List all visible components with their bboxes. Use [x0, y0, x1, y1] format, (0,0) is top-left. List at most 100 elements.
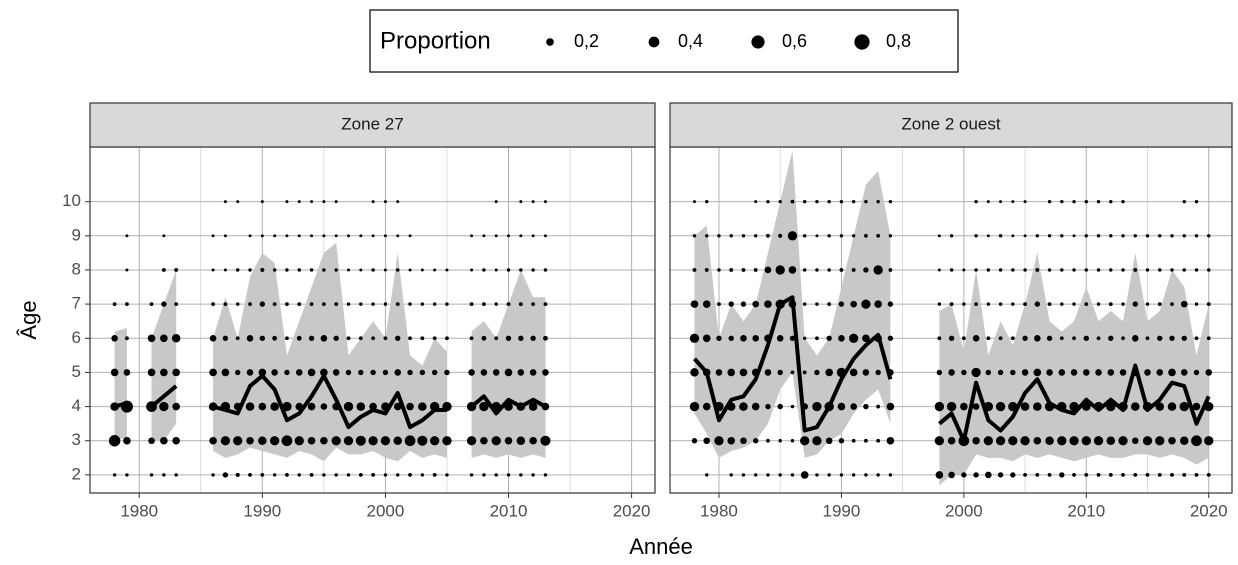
point	[985, 369, 992, 376]
point	[1046, 335, 1053, 341]
point	[507, 234, 510, 238]
point	[827, 268, 831, 272]
point	[235, 472, 240, 477]
y-tick-label: 9	[72, 225, 81, 244]
y-tick-label: 5	[72, 362, 81, 381]
point	[322, 234, 326, 238]
point	[1132, 301, 1138, 307]
point	[1170, 234, 1174, 238]
point	[282, 401, 292, 412]
point	[986, 336, 991, 341]
point	[111, 334, 118, 342]
point	[346, 473, 351, 477]
point	[1182, 199, 1186, 204]
point	[1145, 234, 1150, 238]
point	[125, 302, 129, 307]
point	[494, 473, 498, 477]
point	[1119, 369, 1127, 376]
point	[245, 402, 255, 411]
point	[272, 473, 277, 477]
point	[851, 473, 856, 477]
point	[997, 369, 1004, 376]
point	[1072, 302, 1076, 306]
point	[347, 234, 350, 238]
point	[297, 234, 301, 238]
point	[705, 473, 709, 477]
point	[948, 471, 955, 479]
point	[1034, 301, 1041, 307]
point	[949, 268, 954, 272]
point	[1206, 302, 1211, 307]
point	[147, 368, 156, 377]
point	[1070, 369, 1078, 376]
point	[1133, 268, 1138, 272]
point	[876, 199, 880, 204]
point	[516, 436, 526, 445]
point	[850, 300, 857, 308]
point	[1131, 402, 1140, 411]
point	[380, 436, 391, 446]
point	[1155, 436, 1165, 446]
point	[1168, 368, 1176, 377]
point	[705, 199, 709, 204]
point	[1058, 369, 1066, 376]
point	[753, 268, 758, 272]
point	[790, 473, 795, 477]
point	[1093, 436, 1104, 446]
point	[334, 302, 339, 307]
point	[543, 234, 547, 238]
point	[259, 301, 266, 307]
point	[727, 436, 736, 445]
point	[1182, 472, 1187, 477]
point	[407, 369, 413, 376]
point	[543, 335, 548, 341]
point	[494, 268, 498, 272]
point	[518, 335, 524, 341]
point	[371, 200, 375, 204]
point	[765, 403, 771, 410]
point	[445, 302, 449, 306]
point	[468, 369, 475, 376]
point	[518, 302, 523, 307]
point	[998, 268, 1003, 272]
x-tick-label: 2020	[1190, 501, 1228, 520]
point	[838, 438, 845, 444]
point	[1194, 302, 1199, 306]
point	[285, 268, 289, 272]
y-tick-label: 8	[72, 259, 81, 278]
point	[960, 402, 968, 411]
point	[689, 333, 700, 343]
point	[998, 302, 1003, 306]
x-tick-label: 1990	[823, 501, 861, 520]
point	[1096, 234, 1101, 238]
point	[235, 369, 241, 376]
point	[1194, 199, 1199, 204]
point	[331, 436, 341, 446]
point	[874, 300, 882, 308]
point	[1045, 436, 1054, 445]
point	[383, 268, 387, 272]
point	[974, 234, 978, 238]
point	[876, 473, 880, 477]
point	[271, 369, 278, 376]
point	[1033, 402, 1042, 411]
point	[741, 234, 746, 238]
point	[888, 234, 893, 238]
point	[937, 234, 941, 238]
point	[148, 437, 155, 445]
point	[827, 473, 831, 477]
point	[358, 472, 363, 477]
point	[949, 302, 954, 307]
point	[431, 369, 438, 376]
point	[802, 336, 807, 340]
point	[420, 473, 425, 477]
point	[802, 302, 807, 306]
point	[1180, 369, 1188, 376]
point	[972, 436, 980, 445]
point	[149, 473, 154, 477]
point	[741, 473, 746, 477]
point	[1060, 199, 1064, 204]
point	[1194, 268, 1199, 272]
point	[1095, 369, 1102, 376]
point	[396, 234, 400, 238]
